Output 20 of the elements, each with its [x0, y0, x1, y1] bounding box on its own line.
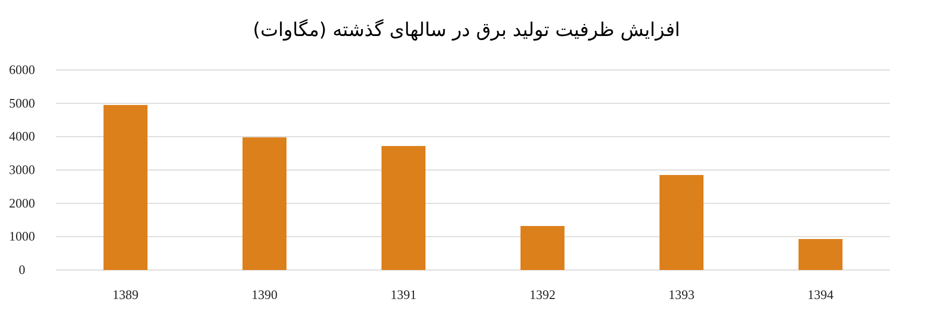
y-tick-label: 3000 — [9, 162, 35, 177]
bar — [104, 105, 148, 270]
bar — [242, 137, 286, 270]
x-tick-label: 1391 — [390, 287, 416, 302]
y-tick-label: 6000 — [9, 62, 35, 77]
x-tick-label: 1390 — [252, 287, 278, 302]
x-tick-label: 1389 — [112, 287, 138, 302]
y-tick-label: 0 — [18, 262, 26, 277]
bar — [520, 226, 564, 270]
x-tick-label: 1392 — [530, 287, 556, 302]
x-tick-label: 1393 — [668, 287, 694, 302]
y-tick-label: 5000 — [9, 95, 35, 110]
bar — [382, 146, 426, 270]
y-tick-label: 1000 — [9, 228, 35, 244]
x-tick-label: 1394 — [808, 287, 834, 302]
chart-title: افزایش ظرفیت تولید برق در سالهای گذشته (مگاوات) — [252, 18, 680, 41]
bar — [798, 239, 842, 270]
y-tick-label: 4000 — [9, 128, 35, 144]
y-tick-label: 2000 — [9, 195, 35, 210]
bar — [660, 175, 704, 270]
